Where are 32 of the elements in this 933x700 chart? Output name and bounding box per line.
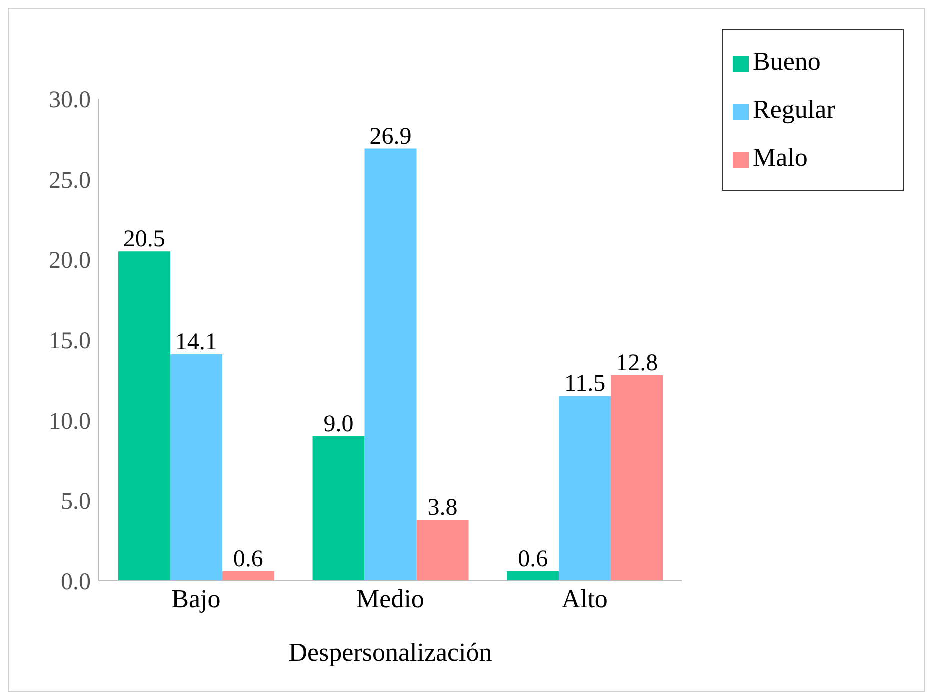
- y-tick-label: 5.0: [61, 489, 91, 516]
- bar: [222, 571, 274, 581]
- data-label: 12.8: [616, 350, 658, 376]
- x-tick-label: Bajo: [172, 584, 221, 614]
- y-tick-label: 10.0: [49, 408, 91, 435]
- x-tick-label: Alto: [562, 584, 608, 614]
- y-tick-label: 25.0: [49, 168, 91, 194]
- bar: [611, 375, 664, 581]
- data-label: 0.6: [233, 546, 264, 572]
- y-tick-label: 30.0: [49, 88, 91, 114]
- x-axis-title: Despersonalización: [288, 638, 492, 667]
- data-label: 3.8: [428, 494, 458, 521]
- bar: [559, 396, 612, 581]
- bar: [312, 436, 365, 581]
- x-tick-label: Medio: [356, 584, 424, 614]
- legend-label: Bueno: [753, 47, 821, 76]
- bar: [507, 571, 560, 581]
- legend-label: Regular: [753, 95, 836, 124]
- y-tick-label: 20.0: [49, 248, 91, 274]
- y-tick-label: 15.0: [49, 328, 91, 355]
- data-label: 11.5: [564, 371, 606, 398]
- y-tick-label: 0.0: [61, 570, 91, 596]
- data-label: 0.6: [518, 546, 548, 572]
- bar: [170, 354, 222, 581]
- data-label: 26.9: [370, 124, 412, 150]
- bar: [416, 520, 469, 581]
- legend-label: Malo: [753, 143, 808, 172]
- data-label: 14.1: [175, 329, 218, 356]
- data-label: 9.0: [324, 411, 354, 438]
- bar: [118, 252, 170, 581]
- data-label: 20.5: [123, 226, 166, 253]
- bar: [364, 148, 417, 581]
